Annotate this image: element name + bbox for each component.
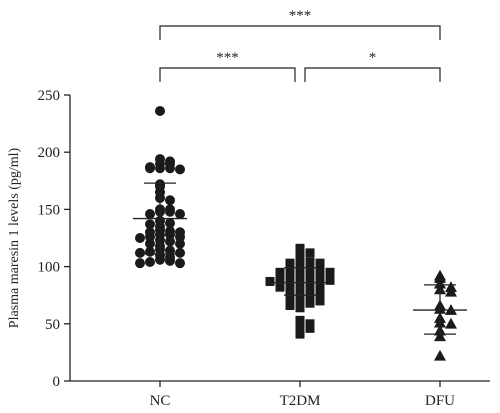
- data-point: [165, 163, 175, 174]
- data-point: [305, 323, 315, 333]
- data-point: [305, 298, 315, 308]
- significance-bracket: ***: [159, 50, 296, 82]
- data-point: [275, 282, 285, 292]
- data-point: [145, 257, 155, 268]
- data-point: [145, 231, 155, 242]
- data-point: [295, 255, 305, 265]
- data-point: [325, 267, 335, 277]
- data-point: [434, 272, 446, 283]
- data-point: [175, 208, 185, 219]
- data-point: [175, 247, 185, 258]
- data-point: [275, 267, 285, 277]
- data-point: [175, 231, 185, 242]
- data-point: [135, 247, 145, 258]
- data-point: [135, 258, 145, 269]
- data-point: [295, 247, 305, 257]
- data-point: [295, 303, 305, 313]
- bracket-line: [304, 67, 441, 82]
- data-point: [265, 276, 275, 286]
- y-tick-label: 100: [38, 260, 61, 276]
- data-point: [155, 106, 165, 117]
- data-point: [305, 265, 315, 275]
- data-point: [285, 280, 295, 290]
- axes: [69, 95, 490, 382]
- data-point: [325, 275, 335, 285]
- data-point: [165, 255, 175, 266]
- data-point: [315, 291, 325, 301]
- data-point: [315, 296, 325, 306]
- data-point: [135, 233, 145, 243]
- significance-label: ***: [289, 8, 312, 24]
- significance-brackets: *** ****: [159, 8, 441, 82]
- data-point: [315, 274, 325, 284]
- data-point: [155, 163, 165, 174]
- data-point: [175, 258, 185, 269]
- data-point: [285, 295, 295, 305]
- y-axis-label: Plasma maresin 1 levels (pg/ml): [7, 147, 22, 328]
- data-point: [145, 238, 155, 249]
- data-point: [285, 265, 295, 275]
- data-point: [295, 297, 305, 307]
- y-tick-label: 150: [38, 202, 61, 218]
- data-point: [315, 281, 325, 291]
- data-point: [145, 208, 155, 219]
- mean-sd-bars: [133, 182, 467, 335]
- data-point: [165, 236, 175, 247]
- data-point: [315, 258, 325, 268]
- data-point: [305, 294, 315, 304]
- data-point: [445, 285, 457, 297]
- data-point: [295, 259, 305, 269]
- data-point: [155, 254, 165, 265]
- group-dfu-points: [434, 269, 457, 361]
- data-point: [295, 322, 305, 332]
- bracket-line: [159, 25, 441, 40]
- data-point: [305, 273, 315, 283]
- data-points: [135, 106, 457, 361]
- significance-label: ***: [216, 50, 239, 66]
- y-tick-label: 50: [45, 317, 60, 333]
- y-tick-label: 200: [38, 145, 61, 161]
- data-point: [175, 238, 185, 249]
- data-point: [315, 287, 325, 297]
- x-tick-label: DFU: [425, 393, 455, 409]
- significance-label: *: [369, 50, 377, 66]
- significance-bracket: *: [304, 50, 441, 82]
- data-point: [285, 274, 295, 284]
- data-point: [434, 349, 446, 361]
- y-tick-label: 250: [38, 88, 61, 104]
- data-point: [434, 330, 446, 342]
- data-point: [305, 284, 315, 294]
- data-point: [295, 329, 305, 339]
- data-point: [165, 229, 175, 240]
- x-tick-label: NC: [150, 393, 171, 409]
- data-point: [165, 218, 175, 229]
- data-point: [285, 286, 295, 296]
- data-point: [295, 317, 305, 327]
- x-tick-label: T2DM: [280, 393, 321, 409]
- data-point: [305, 289, 315, 299]
- significance-bracket: ***: [159, 8, 441, 40]
- data-point: [145, 246, 155, 257]
- data-point: [165, 206, 175, 217]
- data-point: [145, 219, 155, 230]
- y-ticks: 0 50 100 150 200 250: [38, 88, 70, 390]
- data-point: [145, 163, 155, 174]
- data-point: [295, 292, 305, 302]
- x-ticks: NC T2DM DFU: [150, 381, 455, 409]
- data-point: [305, 279, 315, 289]
- bracket-line: [159, 67, 296, 82]
- data-point: [445, 317, 457, 329]
- data-point: [434, 277, 446, 289]
- data-point: [305, 248, 315, 258]
- data-point: [315, 266, 325, 276]
- y-tick-label: 0: [53, 374, 61, 390]
- data-point: [175, 164, 185, 175]
- data-point: [305, 260, 315, 270]
- data-point: [165, 245, 175, 256]
- data-point: [275, 275, 285, 285]
- data-point: [305, 319, 315, 329]
- data-point: [165, 195, 175, 206]
- data-point: [285, 300, 295, 310]
